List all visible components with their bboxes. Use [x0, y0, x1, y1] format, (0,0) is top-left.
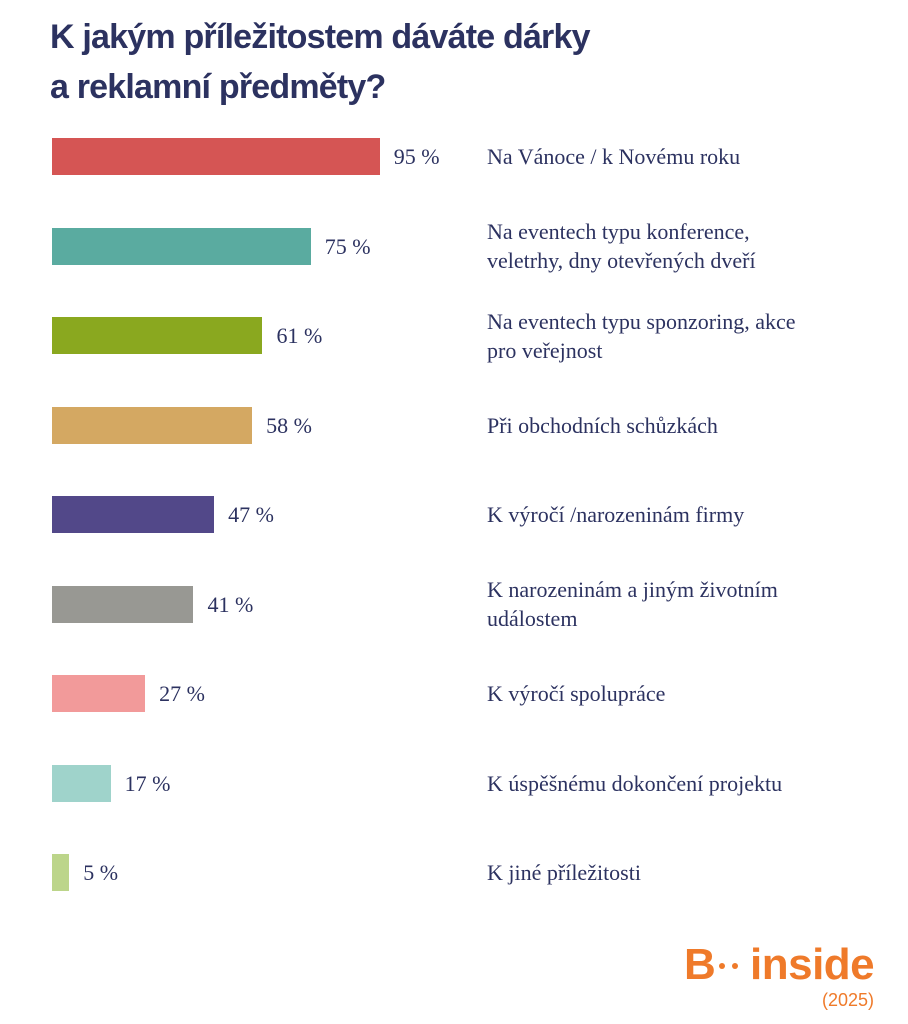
category-label-3-line-1: Na eventech typu sponzoring, akce: [487, 308, 796, 334]
title-line-1: K jakým příležitostem dáváte dárky: [50, 18, 591, 56]
value-label-2: 75 %: [324, 233, 371, 259]
bar-1: [52, 138, 380, 175]
chart-title: K jakým příležitostem dáváte dárky a rek…: [50, 12, 750, 112]
bar-9: [52, 854, 70, 891]
category-label-2: Na eventech typu konference, veletrhy, dn…: [487, 217, 887, 275]
category-label-2-line-2: veletrhy, dny otevřených dveří: [487, 248, 756, 273]
category-label-3-line-2: pro veřejnost: [487, 337, 603, 363]
value-label-5: 47 %: [228, 502, 274, 527]
bar-8: [52, 764, 111, 802]
title-line-2: a reklamní předměty?: [50, 68, 386, 106]
category-label-7: K výročí spolupráce: [487, 679, 887, 708]
category-label-3: Na eventech typu sponzoring, akce pro veř…: [487, 307, 887, 365]
value-label-3: 61 %: [276, 323, 323, 348]
logo-letter: B: [684, 940, 716, 989]
category-label-9-line-1: K jiné příležitosti: [487, 860, 641, 885]
value-label-8: 17 %: [124, 770, 171, 796]
bar-2: [52, 227, 311, 265]
bar-4: [52, 406, 253, 444]
category-label-6: K narozeninám a jiným životním událostem: [487, 575, 887, 633]
logo-year: (2025): [822, 990, 875, 1010]
logo-word: inside: [750, 940, 875, 989]
category-label-5: K výročí /narozeninám firmy: [487, 500, 887, 529]
value-label-9: 5 %: [83, 860, 119, 885]
category-label-8-line-1: K úspěšnému dokončení projektu: [487, 770, 783, 796]
value-label-1: 95 %: [393, 144, 440, 169]
category-label-1-line-1: Na Vánoce / k Novému roku: [487, 144, 741, 169]
value-label-4: 58 %: [266, 412, 312, 438]
category-label-1: Na Vánoce / k Novému roku: [487, 142, 887, 171]
logo-dot-2: [732, 963, 738, 969]
category-label-9: K jiné příležitosti: [487, 858, 887, 887]
category-label-6-line-2: událostem: [487, 606, 578, 631]
category-label-2-line-1: Na eventech typu konference,: [487, 219, 750, 244]
category-label-7-line-1: K výročí spolupráce: [487, 681, 666, 706]
bar-5: [52, 496, 215, 533]
bar-3: [52, 317, 263, 354]
logo-dot-1: [719, 963, 725, 969]
category-label-4: Při obchodních schůzkách: [487, 411, 887, 440]
category-label-5-line-1: K výročí /narozeninám firmy: [487, 502, 745, 527]
category-label-4-line-1: Při obchodních schůzkách: [487, 412, 718, 438]
b-inside-logo: B inside: [684, 940, 890, 990]
bar-6: [52, 585, 194, 623]
bar-7: [52, 675, 146, 712]
category-label-6-line-1: K narozeninám a jiným životním: [487, 577, 778, 602]
category-label-8: K úspěšnému dokončení projektu: [487, 769, 887, 798]
value-label-7: 27 %: [159, 681, 205, 706]
value-label-6: 41 %: [207, 591, 254, 617]
